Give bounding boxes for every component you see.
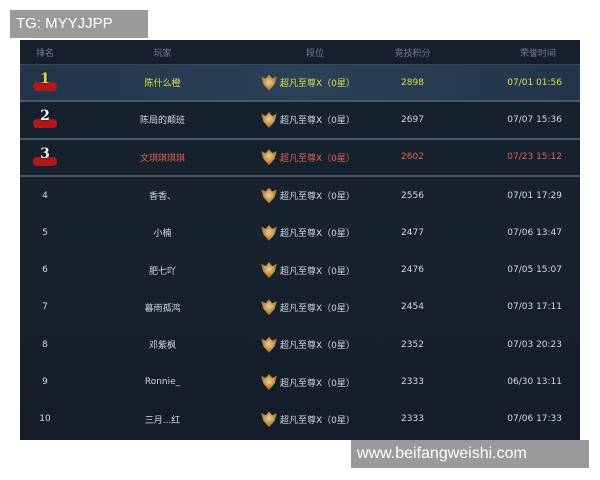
score-cell: 2556 xyxy=(401,190,424,201)
score-cell: 2352 xyxy=(401,339,424,350)
tier-cell: 超凡至尊X（0星） xyxy=(255,336,375,353)
table-row[interactable]: 5 小楠 超凡至尊X（0星） 2477 07/06 13:47 xyxy=(20,214,580,251)
tier-label: 超凡至尊X（0星） xyxy=(280,79,355,90)
rank-cell: 2 xyxy=(20,108,70,131)
tier-badge-icon xyxy=(261,374,277,391)
rank-medal-icon: 3 xyxy=(30,146,60,166)
tier-label: 超凡至尊X（0星） xyxy=(280,378,355,389)
time-cell: 06/30 13:11 xyxy=(507,377,562,388)
tier-badge-icon xyxy=(261,187,277,204)
rank-cell: 5 xyxy=(42,227,48,238)
rank-cell: 4 xyxy=(42,190,48,201)
tier-label: 超凡至尊X（0星） xyxy=(280,153,355,164)
header-score: 竞技积分 xyxy=(394,48,431,59)
time-cell: 07/01 17:29 xyxy=(507,190,562,201)
header-time: 荣誉时间 xyxy=(519,48,556,59)
score-cell: 2477 xyxy=(401,227,424,238)
tier-label: 超凡至尊X（0星） xyxy=(280,116,355,127)
watermark-top: TG: MYYJJPP xyxy=(10,10,148,38)
tier-cell: 超凡至尊X（0星） xyxy=(255,111,375,128)
tier-cell: 超凡至尊X（0星） xyxy=(255,262,375,279)
tier-badge-icon xyxy=(261,411,277,428)
header-tier: 段位 xyxy=(305,48,324,59)
tier-badge-icon xyxy=(261,111,277,128)
score-cell: 2454 xyxy=(401,302,424,313)
time-cell: 07/05 15:07 xyxy=(507,265,562,276)
tier-cell: 超凡至尊X（0星） xyxy=(255,149,375,166)
watermark-bottom: www.beifangweishi.com xyxy=(351,440,589,468)
player-name: 文琪琪琪琪 xyxy=(139,153,185,164)
header-rank: 排名 xyxy=(35,48,54,59)
rank-cell: 7 xyxy=(42,302,48,313)
tier-badge-icon xyxy=(261,262,277,279)
header-player: 玩家 xyxy=(153,48,172,59)
tier-label: 超凡至尊X（0星） xyxy=(280,192,355,203)
time-cell: 07/06 17:33 xyxy=(507,414,562,425)
rank-cell: 10 xyxy=(39,414,51,425)
tier-label: 超凡至尊X（0星） xyxy=(280,229,355,240)
table-row[interactable]: 7 暮雨孤鸿 超凡至尊X（0星） 2454 07/03 17:11 xyxy=(20,289,580,326)
tier-badge-icon xyxy=(261,74,277,91)
tier-badge-icon xyxy=(261,149,277,166)
tier-badge-icon xyxy=(261,299,277,316)
leaderboard-table: 排名 玩家 段位 竞技积分 荣誉时间 1 陈什么橙 超凡至尊X（0星） 2898 07/… xyxy=(20,40,580,440)
table-row[interactable]: 3 文琪琪琪琪 超凡至尊X（0星） 2602 07/23 15:12 xyxy=(20,140,580,177)
table-row[interactable]: 6 肥七吖 超凡至尊X（0星） 2476 07/05 15:07 xyxy=(20,251,580,288)
table-row[interactable]: 8 邓紫枫 超凡至尊X（0星） 2352 07/03 20:23 xyxy=(20,326,580,363)
table-row[interactable]: 2 陈局的颠班 超凡至尊X（0星） 2697 07/07 15:36 xyxy=(20,102,580,140)
score-cell: 2333 xyxy=(401,414,424,425)
player-name: 小楠 xyxy=(153,229,172,240)
tier-badge-icon xyxy=(261,224,277,241)
player-name: 陈什么橙 xyxy=(144,79,181,90)
player-name: Ronnie_ xyxy=(144,377,181,388)
tier-cell: 超凡至尊X（0星） xyxy=(255,299,375,316)
player-name: 三月...红 xyxy=(144,415,181,426)
player-name: 暮雨孤鸿 xyxy=(144,303,181,314)
tier-cell: 超凡至尊X（0星） xyxy=(255,74,375,91)
tier-label: 超凡至尊X（0星） xyxy=(280,341,355,352)
table-row[interactable]: 10 三月...红 超凡至尊X（0星） 2333 07/06 17:33 xyxy=(20,401,580,438)
tier-cell: 超凡至尊X（0星） xyxy=(255,224,375,241)
time-cell: 07/01 01:56 xyxy=(507,77,562,88)
tier-label: 超凡至尊X（0星） xyxy=(280,303,355,314)
table-row[interactable]: 4 香香、 超凡至尊X（0星） 2556 07/01 17:29 xyxy=(20,177,580,214)
score-cell: 2898 xyxy=(401,77,424,88)
score-cell: 2697 xyxy=(401,114,424,125)
time-cell: 07/06 13:47 xyxy=(507,227,562,238)
rank-cell: 1 xyxy=(20,71,70,94)
tier-badge-icon xyxy=(261,336,277,353)
time-cell: 07/03 20:23 xyxy=(507,339,562,350)
player-name: 香香、 xyxy=(148,192,176,203)
time-cell: 07/07 15:36 xyxy=(507,114,562,125)
time-cell: 07/23 15:12 xyxy=(507,152,562,163)
table-header: 排名 玩家 段位 竞技积分 荣誉时间 xyxy=(20,40,580,65)
rank-cell: 9 xyxy=(42,377,48,388)
time-cell: 07/03 17:11 xyxy=(507,302,562,313)
rank-cell: 6 xyxy=(42,265,48,276)
score-cell: 2476 xyxy=(401,265,424,276)
table-row[interactable]: 1 陈什么橙 超凡至尊X（0星） 2898 07/01 01:56 xyxy=(20,65,580,103)
score-cell: 2602 xyxy=(401,152,424,163)
score-cell: 2333 xyxy=(401,377,424,388)
tier-cell: 超凡至尊X（0星） xyxy=(255,411,375,428)
table-row[interactable]: 9 Ronnie_ 超凡至尊X（0星） 2333 06/30 13:11 xyxy=(20,363,580,400)
tier-cell: 超凡至尊X（0星） xyxy=(255,374,375,391)
tier-cell: 超凡至尊X（0星） xyxy=(255,187,375,204)
tier-label: 超凡至尊X（0星） xyxy=(280,266,355,277)
player-name: 肥七吖 xyxy=(148,266,176,277)
player-name: 陈局的颠班 xyxy=(139,116,185,127)
rank-cell: 3 xyxy=(20,146,70,169)
tier-label: 超凡至尊X（0星） xyxy=(280,415,355,426)
player-name: 邓紫枫 xyxy=(148,341,176,352)
table-body: 1 陈什么橙 超凡至尊X（0星） 2898 07/01 01:56 2 陈局的颠班 超凡至尊X… xyxy=(20,65,580,438)
rank-medal-icon: 1 xyxy=(30,71,60,92)
rank-cell: 8 xyxy=(42,339,48,350)
rank-medal-icon: 2 xyxy=(30,108,60,129)
